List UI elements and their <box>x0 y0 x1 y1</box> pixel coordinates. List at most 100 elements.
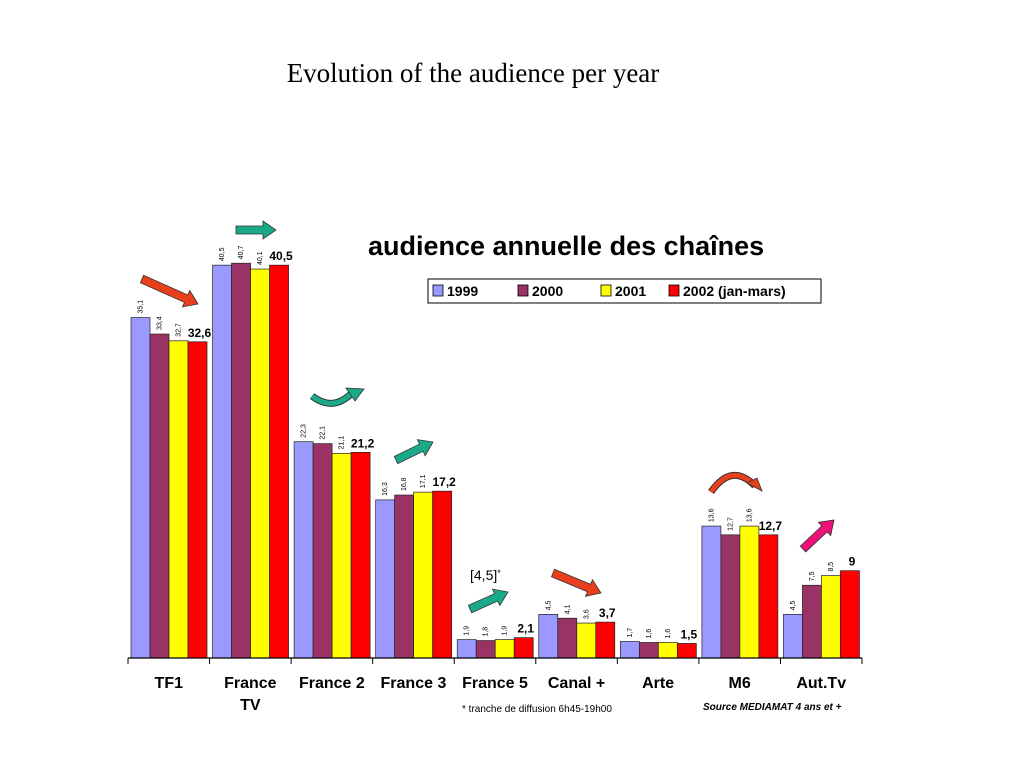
category-label: Aut.Tv <box>796 675 846 692</box>
trend-arrow-up-icon <box>799 519 835 553</box>
value-label: 1,8 <box>483 627 490 637</box>
bar-arte-2000 <box>638 642 659 659</box>
value-label: 32,7 <box>176 323 183 337</box>
slide-title: Evolution of the audience per year <box>286 58 660 88</box>
chart-legend: 1999 2000 2001 2002 (jan-mars) <box>427 278 822 304</box>
value-labels: 35,1 33,4 32,7 32,6 40,5 40,7 40,1 40,5 22,3 22,1… <box>138 245 856 641</box>
value-label: 1,9 <box>502 626 509 636</box>
trend-arrow-down-icon <box>139 274 199 308</box>
category-label: France 3 <box>381 675 447 692</box>
bar-france-3-1999 <box>375 499 396 659</box>
bar-m6-2002 <box>758 534 779 659</box>
bar-canal--2001 <box>576 622 597 659</box>
value-label: 1,7 <box>627 628 634 638</box>
trend-arrow-up-icon <box>467 588 509 614</box>
category-label: France TV <box>224 675 277 714</box>
value-label-latest: 32,6 <box>188 326 212 340</box>
value-label: 4,1 <box>564 604 571 614</box>
bar-france-tv-2001 <box>250 268 270 659</box>
value-label: 1,6 <box>646 629 653 639</box>
value-label-latest: 3,7 <box>599 606 616 620</box>
bar-arte-1999 <box>619 641 640 659</box>
value-label: 40,5 <box>219 247 226 261</box>
bar-tf1-2001 <box>168 340 189 659</box>
value-label: 40,7 <box>238 245 245 259</box>
value-label-latest: 17,2 <box>432 475 456 489</box>
value-label-latest: 40,5 <box>269 249 293 263</box>
value-label: 13,6 <box>708 508 715 522</box>
value-label: 16,3 <box>382 482 389 496</box>
value-label-latest: 2,1 <box>517 622 534 636</box>
france5-range-annotation: [4,5]* <box>470 567 501 583</box>
x-axis: TF1 France TV France 2 France 3 France 5 Canal… <box>127 657 863 714</box>
bar-arte-2001 <box>657 642 678 659</box>
value-label: 4,5 <box>790 601 797 611</box>
legend-label-2001: 2001 <box>615 283 646 299</box>
bar-aut-tv-2001 <box>821 575 841 659</box>
bar-aut-tv-1999 <box>783 613 803 659</box>
bar-france-5-2000 <box>475 640 496 659</box>
chart-title: audience annuelle des chaînes <box>368 231 764 261</box>
value-label: 8,5 <box>828 562 835 572</box>
value-label-latest: 9 <box>849 555 856 569</box>
bar-france-tv-2000 <box>231 262 251 659</box>
bar-groups <box>130 262 860 659</box>
bar-france-2-1999 <box>293 441 314 659</box>
bar-france-5-1999 <box>456 639 477 659</box>
footnote: * tranche de diffusion 6h45-19h00 <box>462 704 612 715</box>
legend-swatch-2002 <box>668 284 680 297</box>
value-label: 35,1 <box>138 300 145 314</box>
legend-label-2002: 2002 (jan-mars) <box>683 283 786 299</box>
value-label-latest: 21,2 <box>351 436 375 450</box>
value-label: 33,4 <box>157 316 164 330</box>
bar-france-2-2002 <box>350 452 371 659</box>
value-label: 22,3 <box>301 424 308 438</box>
bar-m6-2001 <box>739 525 760 659</box>
bar-tf1-1999 <box>130 317 151 659</box>
legend-swatch-2001 <box>600 284 612 297</box>
category-label: France 2 <box>299 675 365 692</box>
bar-france-3-2001 <box>413 491 434 659</box>
legend-swatch-2000 <box>517 284 529 297</box>
value-label: 1,9 <box>464 626 471 636</box>
value-label: 1,6 <box>665 629 672 639</box>
bar-canal--2002 <box>595 621 616 659</box>
category-label: TF1 <box>155 675 184 692</box>
category-label: France 5 <box>462 675 528 692</box>
bar-france-2-2000 <box>312 443 333 659</box>
legend-label-1999: 1999 <box>447 283 478 299</box>
legend-swatch-1999 <box>432 284 444 297</box>
bar-m6-1999 <box>701 525 722 659</box>
value-label: 13,6 <box>746 508 753 522</box>
bar-canal--2000 <box>557 617 578 659</box>
legend-label-2000: 2000 <box>532 283 563 299</box>
value-label: 16,8 <box>401 477 408 491</box>
category-label: Canal + <box>548 675 605 692</box>
source-note: Source MEDIAMAT 4 ans et + <box>703 702 842 713</box>
value-label: 17,1 <box>420 474 427 488</box>
bar-aut-tv-2000 <box>802 584 822 659</box>
bar-m6-2000 <box>720 534 741 659</box>
value-label: 21,1 <box>339 436 346 450</box>
bar-aut-tv-2002 <box>840 570 860 659</box>
trend-arrow-down-icon <box>550 568 602 597</box>
category-label: M6 <box>729 675 751 692</box>
bar-tf1-2000 <box>149 333 170 659</box>
bar-tf1-2002 <box>187 341 208 659</box>
value-label-latest: 12,7 <box>759 519 783 533</box>
category-label: Arte <box>642 675 674 692</box>
value-label: 4,5 <box>545 601 552 611</box>
trend-arrow-flat-icon <box>235 220 277 240</box>
bar-france-tv-2002 <box>269 264 289 659</box>
value-label: 22,1 <box>320 426 327 440</box>
bar-france-2-2001 <box>331 452 352 659</box>
bar-france-tv-1999 <box>212 264 232 659</box>
value-label: 3,6 <box>583 609 590 619</box>
bar-france-5-2002 <box>513 637 534 659</box>
bar-canal--1999 <box>538 613 559 659</box>
value-label: 7,5 <box>809 571 816 581</box>
trend-curve-arrow-icon <box>310 391 354 406</box>
bar-arte-2002 <box>676 643 697 659</box>
legend-box <box>427 278 822 304</box>
